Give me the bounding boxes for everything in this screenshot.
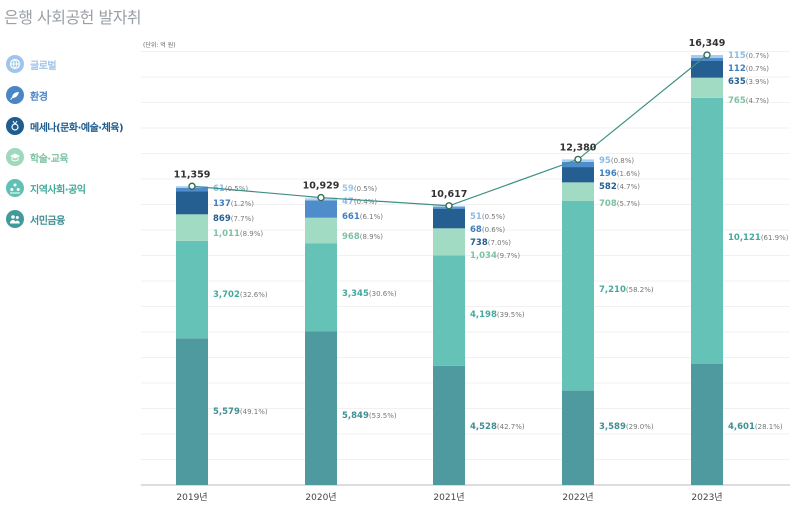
legend-item-community: 지역사회·공익 bbox=[6, 178, 123, 198]
page-title: 은행 사회공헌 발자취 bbox=[4, 8, 142, 27]
total-label: 16,349 bbox=[689, 38, 726, 49]
data-label: 661(6.1%) bbox=[342, 212, 383, 222]
data-label: 765(4.7%) bbox=[728, 96, 769, 106]
bar-segment bbox=[305, 331, 337, 485]
bar-segment bbox=[562, 161, 594, 168]
data-label: 968(8.9%) bbox=[342, 232, 383, 242]
bar-segment bbox=[433, 365, 465, 485]
bar-segment bbox=[433, 255, 465, 366]
bar-segment bbox=[305, 217, 337, 244]
community-icon bbox=[6, 179, 24, 197]
bar-segment bbox=[562, 200, 594, 391]
legend-item-global: 글로벌 bbox=[6, 54, 123, 74]
total-label: 10,617 bbox=[431, 189, 468, 200]
legend-item-environment: 환경 bbox=[6, 85, 123, 105]
x-tick-label: 2019년 bbox=[176, 492, 207, 503]
legend-item-mecenat: 메세나(문화·예술·체육) bbox=[6, 116, 124, 136]
bar-segment bbox=[305, 243, 337, 332]
x-tick-label: 2021년 bbox=[433, 492, 464, 503]
bar-segment bbox=[691, 97, 723, 364]
data-label: 5,849(53.5%) bbox=[342, 411, 397, 421]
people-icon bbox=[6, 210, 24, 228]
bar-segment bbox=[433, 228, 465, 256]
bar-segment bbox=[562, 390, 594, 485]
x-tick-label: 2020년 bbox=[305, 492, 336, 503]
data-label: 4,601(28.1%) bbox=[728, 422, 783, 432]
unit-label: (단위: 억 원) bbox=[143, 41, 176, 49]
total-marker bbox=[188, 182, 196, 190]
bar-segment bbox=[691, 363, 723, 485]
data-label: 738(7.0%) bbox=[470, 238, 511, 248]
legend-label: 서민금융 bbox=[30, 215, 65, 227]
data-label: 51(0.5%) bbox=[470, 212, 505, 222]
data-label: 59(0.5%) bbox=[342, 184, 377, 194]
legend-item-finance: 서민금융 bbox=[6, 209, 123, 229]
bar-segment bbox=[305, 200, 337, 218]
bar-segment bbox=[691, 60, 723, 78]
x-tick-label: 2023년 bbox=[691, 492, 722, 503]
leaf-hand-icon bbox=[6, 86, 24, 104]
data-label: 112(0.7%) bbox=[728, 64, 769, 74]
total-marker bbox=[574, 155, 582, 164]
legend-label: 학술·교육 bbox=[30, 153, 69, 165]
data-label: 7,210(58.2%) bbox=[599, 285, 654, 295]
total-marker bbox=[445, 202, 453, 210]
graduation-icon bbox=[6, 148, 24, 166]
bar-segment bbox=[691, 77, 723, 98]
total-label: 10,929 bbox=[303, 181, 340, 192]
data-label: 10,121(61.9%) bbox=[728, 233, 789, 243]
bar-segment bbox=[176, 240, 208, 339]
data-label: 869(7.7%) bbox=[213, 214, 254, 224]
bar-segment bbox=[562, 182, 594, 201]
data-label: 5,579(49.1%) bbox=[213, 407, 268, 417]
data-label: 4,528(42.7%) bbox=[470, 422, 525, 432]
data-label: 582(4.7%) bbox=[599, 182, 640, 192]
data-label: 68(0.6%) bbox=[470, 225, 505, 235]
total-label: 12,380 bbox=[560, 142, 597, 153]
data-label: 47(0.4%) bbox=[342, 197, 377, 207]
x-tick-label: 2022년 bbox=[562, 492, 593, 503]
legend-item-education: 학술·교육 bbox=[6, 147, 123, 167]
data-label: 4,198(39.5%) bbox=[470, 310, 525, 320]
legend-label: 환경 bbox=[30, 91, 48, 103]
total-label: 11,359 bbox=[174, 169, 211, 180]
globe-icon bbox=[6, 55, 24, 73]
bar-segment bbox=[176, 191, 208, 215]
data-label: 635(3.9%) bbox=[728, 77, 769, 87]
data-label: 196(1.6%) bbox=[599, 169, 640, 179]
bar-segment bbox=[562, 167, 594, 183]
data-label: 708(5.7%) bbox=[599, 199, 640, 209]
legend-label: 글로벌 bbox=[30, 60, 57, 72]
data-label: 3,345(30.6%) bbox=[342, 289, 397, 299]
medal-icon bbox=[6, 117, 24, 135]
legend-label: 지역사회·공익 bbox=[30, 184, 86, 196]
bar-segment bbox=[176, 214, 208, 241]
legend-label: 메세나(문화·예술·체육) bbox=[30, 122, 124, 134]
bar-segment bbox=[691, 58, 723, 61]
total-marker bbox=[703, 51, 711, 59]
data-label: 115(0.7%) bbox=[728, 51, 769, 61]
data-label: 3,702(32.6%) bbox=[213, 290, 268, 300]
bar-segment bbox=[433, 208, 465, 229]
data-label: 95(0.8%) bbox=[599, 156, 634, 166]
data-label: 137(1.2%) bbox=[213, 199, 254, 209]
legend: 글로벌 환경 메세나(문화·예술·체육) 학술·교육 지역사회·공익 서민금융 bbox=[6, 54, 124, 240]
bar-segment bbox=[176, 338, 208, 485]
data-label: 1,011(8.9%) bbox=[213, 229, 263, 239]
data-label: 1,034(9.7%) bbox=[470, 251, 520, 261]
data-label: 3,589(29.0%) bbox=[599, 422, 654, 432]
total-marker bbox=[317, 193, 325, 202]
